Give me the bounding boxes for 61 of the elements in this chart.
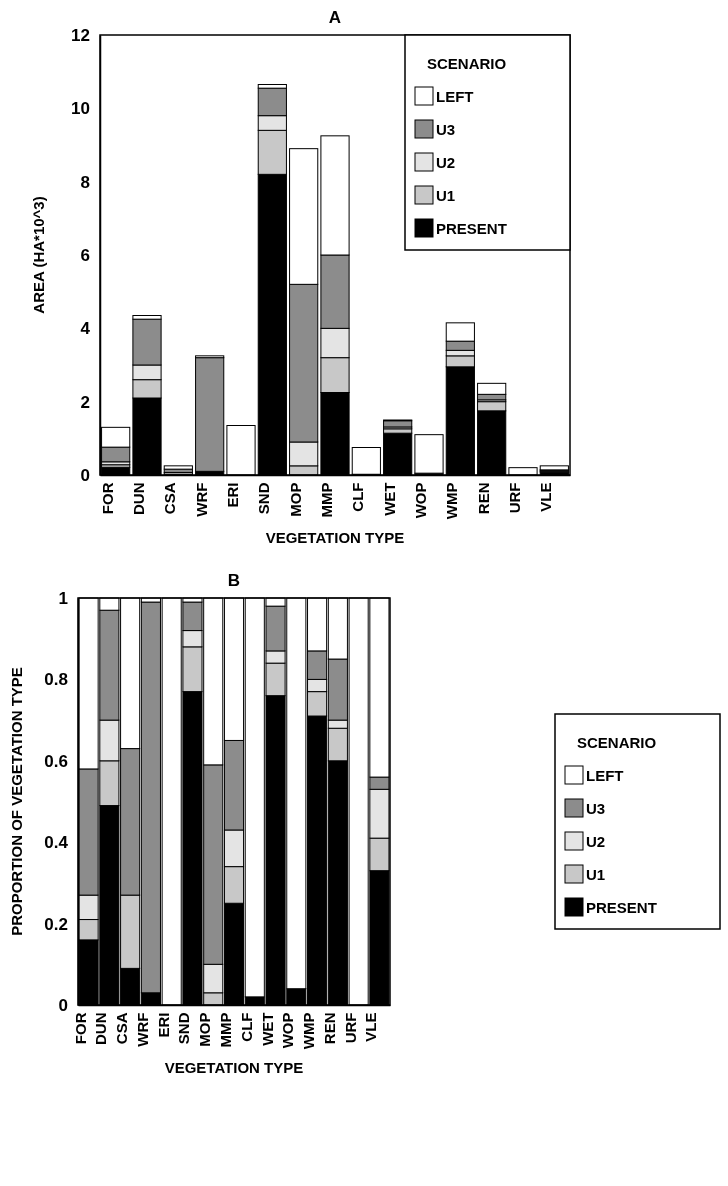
x-tick-label: WRF xyxy=(192,482,210,517)
y-tick-label: 2 xyxy=(80,392,90,412)
x-tick-label: REN xyxy=(320,1012,338,1045)
x-tick-label: WET xyxy=(380,482,398,516)
x-tick-label: DUN xyxy=(130,482,147,515)
x-tick-label: CSA xyxy=(113,1012,131,1045)
x-tick-label: VLE xyxy=(537,482,555,512)
y-tick-label: 0.6 xyxy=(44,751,68,771)
legend-label: U2 xyxy=(436,154,456,171)
x-axis-title: VEGETATION TYPE xyxy=(265,529,405,546)
legend-label: U1 xyxy=(586,866,606,883)
x-tick-label: WMP xyxy=(300,1012,318,1050)
x-tick-label: FOR xyxy=(71,1012,89,1045)
legend-label: PRESENT xyxy=(586,899,657,916)
x-tick-label: SND xyxy=(255,482,273,515)
y-axis-title: AREA (HA*10^3) xyxy=(30,196,47,314)
x-tick-label: WRF xyxy=(133,1012,151,1047)
x-tick-label: URF xyxy=(341,1012,359,1044)
x-tick-label: CLF xyxy=(349,482,367,512)
x-tick-label: MOP xyxy=(196,1012,214,1047)
y-tick-label: 4 xyxy=(80,319,91,339)
y-tick-label: 0.4 xyxy=(44,833,69,853)
x-tick-label: WOP xyxy=(279,1012,297,1049)
y-tick-label: 0.8 xyxy=(44,670,68,690)
chart-title: B xyxy=(227,571,241,590)
x-tick-label: REN xyxy=(474,482,492,515)
y-tick-label: 1 xyxy=(58,588,68,608)
x-tick-label: SND xyxy=(175,1012,193,1045)
y-tick-label: 0 xyxy=(58,995,68,1015)
y-tick-label: 8 xyxy=(80,172,90,192)
legend-label: U3 xyxy=(586,800,606,817)
x-tick-label: CSA xyxy=(161,482,179,515)
legend-label: LEFT xyxy=(436,88,474,105)
x-tick-label: ERI xyxy=(224,482,241,508)
y-tick-label: 0.2 xyxy=(44,914,68,934)
x-tick-label: WET xyxy=(258,1012,276,1046)
x-axis-title: VEGETATION TYPE xyxy=(164,1059,304,1076)
legend-title: SCENARIO xyxy=(577,734,657,751)
legend-title: SCENARIO xyxy=(427,55,507,72)
chart-title: A xyxy=(328,8,342,27)
legend-label: U1 xyxy=(436,187,456,204)
x-tick-label: VLE xyxy=(362,1012,380,1042)
y-tick-label: 6 xyxy=(80,245,90,265)
x-tick-label: WMP xyxy=(443,482,461,520)
y-tick-label: 0 xyxy=(80,465,90,485)
legend-label: U2 xyxy=(586,833,606,850)
x-tick-label: DUN xyxy=(92,1012,110,1045)
x-tick-label: URF xyxy=(506,482,523,514)
y-tick-label: 10 xyxy=(71,99,90,119)
x-tick-label: ERI xyxy=(154,1012,172,1038)
legend-label: U3 xyxy=(436,121,456,138)
y-tick-label: 12 xyxy=(71,25,90,45)
legend-label: PRESENT xyxy=(436,220,507,237)
x-tick-label: MMP xyxy=(318,482,335,518)
x-tick-label: CLF xyxy=(237,1012,255,1042)
x-tick-label: WOP xyxy=(412,482,429,519)
x-tick-label: MMP xyxy=(217,1012,234,1048)
y-axis-title: PROPORTION OF VEGETATION TYPE xyxy=(8,667,25,936)
legend-label: LEFT xyxy=(586,767,624,784)
x-tick-label: FOR xyxy=(98,482,116,515)
x-tick-label: MOP xyxy=(286,482,304,517)
